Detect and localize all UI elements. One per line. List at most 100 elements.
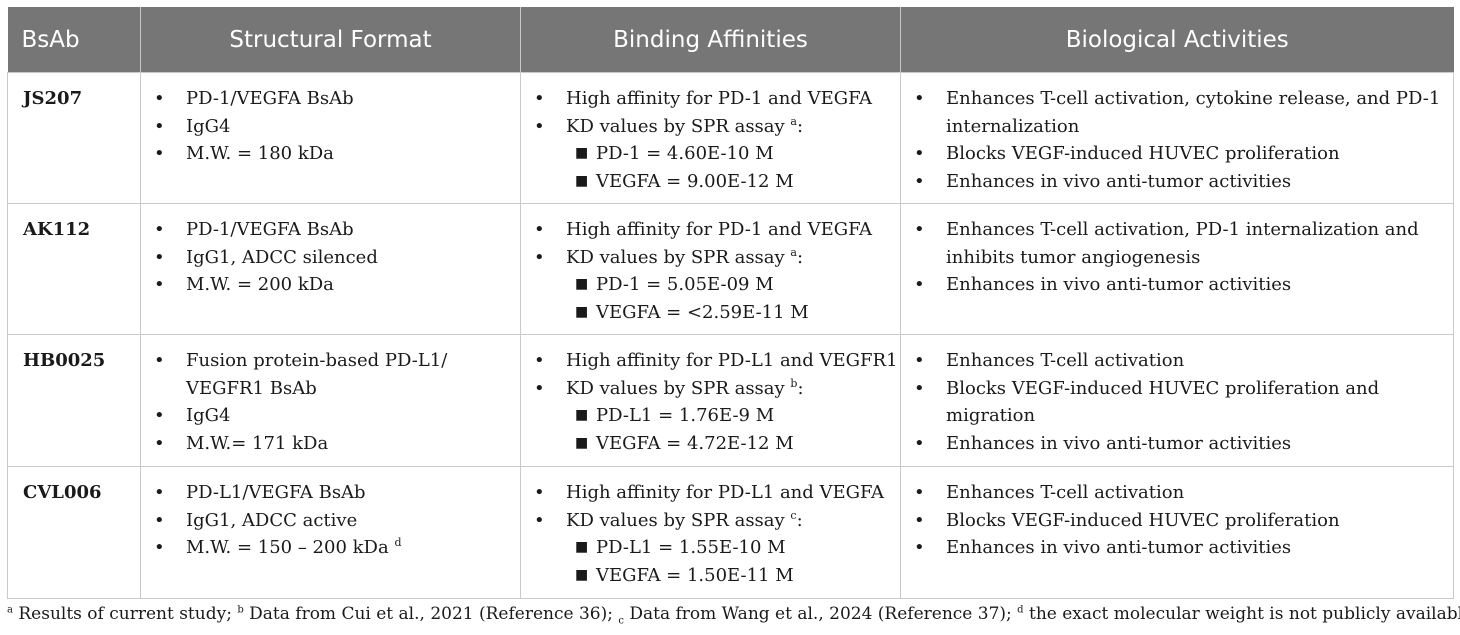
kd-item: • KD values by SPR assay b: [521,375,900,403]
kd-value: PD-L1 = 1.76E-9 M [596,405,775,426]
kd-value-item: ■ PD-L1 = 1.55E-10 M [521,534,900,562]
bullet-icon: • [154,432,165,454]
table-footnote: a Results of current study; b Data from … [7,604,1460,626]
kd-label: KD values by SPR assay [566,377,791,399]
header-structural-format: Structural Format [140,7,521,73]
kd-value-item: ■ PD-1 = 4.60E-10 M [521,140,900,168]
bsab-name: AK112 [7,203,141,335]
kd-footnote-ref: b [790,376,798,390]
format-text: PD-L1/VEGFA BsAb [186,482,366,503]
format-item: • M.W. = 200 kDa [141,271,520,299]
kd-value: VEGFA = <2.59E-11 M [596,301,809,323]
format-text: PD-1/VEGFA BsAb [186,219,354,240]
bullet-icon: • [534,482,545,503]
format-text: M.W. = 180 kDa [186,143,334,164]
bullet-icon: • [154,405,165,426]
format-item: • IgG1, ADCC active [141,507,520,535]
activity-text: Enhances in vivo anti-tumor activities [946,432,1292,454]
kd-value-item: ■ PD-L1 = 1.76E-9 M [521,402,900,430]
kd-value-item: ■ PD-1 = 5.05E-09 M [521,271,900,299]
format-text: IgG1, ADCC silenced [186,246,378,268]
affinity-text: High affinity for PD-1 and VEGFA [566,219,873,240]
kd-footnote-ref: a [790,245,797,259]
activity-item: • Enhances T-cell activation, PD-1 intern… [901,216,1453,271]
square-bullet-icon: ■ [575,539,589,555]
square-bullet-icon: ■ [575,172,589,189]
binding-affinities-cell: • High affinity for PD-L1 and VEGFR1 • KD v… [520,334,901,467]
activity-text: Enhances in vivo anti-tumor activities [946,274,1292,295]
bullet-icon: • [154,350,165,371]
header-binding-affinities: Binding Affinities [520,7,901,73]
biological-activities-cell: • Enhances T-cell activation, cytokine re… [900,72,1454,204]
kd-label: KD values by SPR assay [566,246,791,268]
format-text: M.W.= 171 kDa [186,432,329,454]
activity-text: Blocks VEGF-induced HUVEC proliferation [946,509,1340,531]
binding-affinities-cell: • High affinity for PD-L1 and VEGFA • KD va… [520,466,901,599]
bullet-icon: • [914,509,925,531]
format-text: Fusion protein-based PD-L1/ VEGFR1 BsAb [186,350,448,399]
affinity-item: • High affinity for PD-1 and VEGFA [521,216,900,244]
activity-item: • Enhances in vivo anti-tumor activities [901,271,1453,299]
table-row: CVL006 • PD-L1/VEGFA BsAb • IgG1, ADCC activ… [7,466,1454,599]
bullet-icon: • [914,88,925,109]
format-text: IgG4 [186,405,231,426]
kd-suffix: : [796,115,804,137]
activity-item: • Blocks VEGF-induced HUVEC proliferation [901,507,1453,535]
activity-item: • Enhances in vivo anti-tumor activities [901,430,1453,458]
format-item: • PD-L1/VEGFA BsAb [141,479,520,507]
affinity-text: High affinity for PD-L1 and VEGFR1 [566,350,898,371]
kd-value-item: ■ VEGFA = 4.72E-12 M [521,430,900,458]
activity-text: Enhances T-cell activation [946,350,1185,371]
footnote-b-text: Data from Cui et al., 2021 (Reference 36… [243,604,619,624]
bullet-icon: • [154,537,165,558]
affinity-item: • High affinity for PD-L1 and VEGFR1 [521,347,900,375]
kd-value-item: ■ VEGFA = 9.00E-12 M [521,168,900,196]
kd-value: PD-1 = 5.05E-09 M [596,274,774,295]
binding-affinities-cell: • High affinity for PD-1 and VEGFA • KD val… [520,72,901,204]
structural-format-cell: • Fusion protein-based PD-L1/ VEGFR1 BsAb… [140,334,521,467]
bullet-icon: • [914,377,925,399]
square-bullet-icon: ■ [575,145,589,161]
format-item: • PD-1/VEGFA BsAb [141,85,520,113]
kd-item: • KD values by SPR assay a: [521,244,900,272]
activity-text: Enhances T-cell activation [946,482,1185,503]
format-item: • IgG4 [141,402,520,430]
biological-activities-cell: • Enhances T-cell activation • Blocks VEGF-… [900,334,1454,467]
format-item: • M.W.= 171 kDa [141,430,520,458]
kd-value: PD-1 = 4.60E-10 M [596,143,774,164]
bullet-icon: • [914,143,925,164]
kd-suffix: : [796,509,803,531]
activity-text: Enhances in vivo anti-tumor activities [946,537,1292,558]
bullet-icon: • [534,219,545,240]
bullet-icon: • [914,219,925,240]
format-item: • IgG1, ADCC silenced [141,244,520,272]
bullet-icon: • [534,246,545,268]
bsab-name: HB0025 [7,334,141,467]
kd-value: VEGFA = 9.00E-12 M [596,170,794,192]
footnote-mark-a: a [7,604,13,616]
square-bullet-icon: ■ [575,276,589,292]
table-row: HB0025 • Fusion protein-based PD-L1/ VEGFR… [7,334,1454,467]
activity-item: • Enhances in vivo anti-tumor activities [901,168,1453,196]
activity-text: Enhances T-cell activation, cytokine rel… [946,88,1441,137]
kd-value-item: ■ VEGFA = <2.59E-11 M [521,299,900,327]
bsab-name: JS207 [7,72,141,204]
kd-value: PD-L1 = 1.55E-10 M [596,537,786,558]
kd-value: VEGFA = 1.50E-11 M [596,564,794,586]
affinity-text: High affinity for PD-L1 and VEGFA [566,482,884,503]
activity-text: Blocks VEGF-induced HUVEC proliferation … [946,377,1380,427]
format-item: • PD-1/VEGFA BsAb [141,216,520,244]
format-text: PD-1/VEGFA BsAb [186,88,354,109]
affinity-item: • High affinity for PD-1 and VEGFA [521,85,900,113]
kd-item: • KD values by SPR assay a: [521,113,900,141]
square-bullet-icon: ■ [575,407,589,423]
structural-format-cell: • PD-L1/VEGFA BsAb • IgG1, ADCC active • M.W.… [140,466,521,599]
structural-format-cell: • PD-1/VEGFA BsAb • IgG1, ADCC silenced • M.W… [140,203,521,335]
footnote-a-text: Results of current study; [12,604,238,624]
structural-format-cell: • PD-1/VEGFA BsAb • IgG4 • M.W. = 180 kDa [140,72,521,204]
affinity-item: • High affinity for PD-L1 and VEGFA [521,479,900,507]
bullet-icon: • [154,246,165,268]
kd-label: KD values by SPR assay [566,115,791,137]
kd-value: VEGFA = 4.72E-12 M [596,432,794,454]
biological-activities-cell: • Enhances T-cell activation • Blocks VEGF-… [900,466,1454,599]
